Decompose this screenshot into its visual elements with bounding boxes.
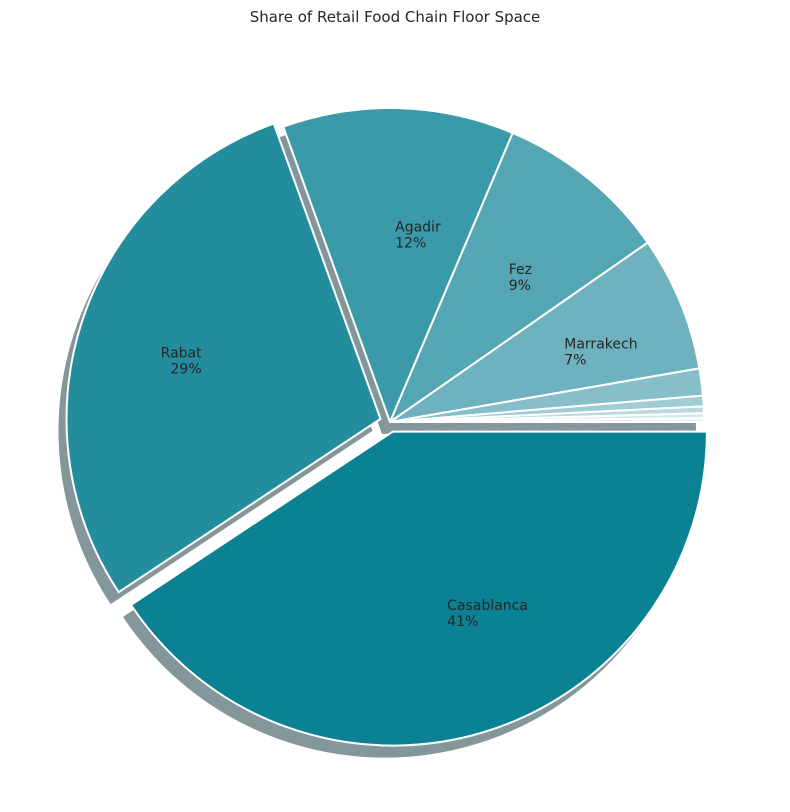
slice-label-casablanca: Casablanca 41% xyxy=(447,598,528,630)
slice-rabat xyxy=(65,122,382,594)
slice-label-marrakech: Marrakech 7% xyxy=(564,336,637,368)
slice-labels: Casablanca 41% Rabat 29% Agadir 12% Fez 9% Marra… xyxy=(161,220,638,630)
slice-unlabeled-9 xyxy=(389,417,706,423)
chart-title: Share of Retail Food Chain Floor Space xyxy=(249,8,541,26)
slice-name-text: Marrakech xyxy=(564,336,637,352)
slice-name-text: Casablanca xyxy=(447,598,528,614)
slice-label-agadir: Agadir 12% xyxy=(395,220,441,252)
slice-percent-text: 7% xyxy=(564,352,586,368)
slice-casablanca xyxy=(130,430,708,747)
slice-marrakech xyxy=(389,241,701,423)
slice-name-text: Rabat xyxy=(161,346,202,362)
slice-label-rabat: Rabat 29% xyxy=(161,346,202,378)
slice-percent-text: 12% xyxy=(395,236,426,252)
slice-percent-text: 9% xyxy=(509,278,531,294)
slice-name-text: Fez xyxy=(509,262,532,278)
slice-fez xyxy=(389,131,649,423)
slice-percent-text: 41% xyxy=(447,614,478,630)
slice-percent-text: 29% xyxy=(171,362,202,378)
slice-agadir xyxy=(282,107,514,423)
slice-name-text: Agadir xyxy=(395,220,441,236)
pie-slices xyxy=(65,107,708,747)
slice-label-fez: Fez 9% xyxy=(509,262,532,294)
